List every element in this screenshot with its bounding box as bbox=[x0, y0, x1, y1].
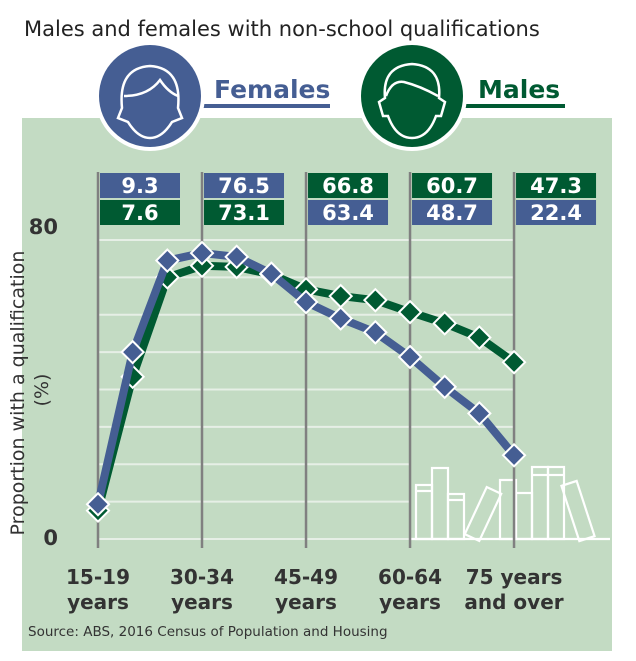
data-point-females bbox=[293, 289, 319, 315]
data-label-box bbox=[412, 200, 493, 225]
data-labels: 9.3 7.6 76.5 73.1 66.8 63.4 60.7 48.7 47.3 22.4 bbox=[100, 173, 597, 225]
x-tick-label: 75 years bbox=[466, 565, 563, 589]
data-label: 66.8 bbox=[322, 174, 374, 198]
data-label-box bbox=[516, 173, 597, 198]
data-label: 22.4 bbox=[530, 201, 582, 225]
data-label-box bbox=[100, 173, 180, 198]
data-label: 9.3 bbox=[121, 174, 158, 198]
y-tick-80: 80 bbox=[29, 215, 58, 239]
data-point-males bbox=[189, 253, 215, 279]
data-point-females bbox=[466, 401, 492, 426]
data-label-box bbox=[204, 173, 285, 198]
legend-males-label: Males bbox=[478, 75, 560, 104]
y-axis-label-line1: Proportion with a qualification bbox=[7, 251, 29, 536]
data-label: 7.6 bbox=[121, 201, 158, 225]
data-label: 60.7 bbox=[426, 174, 478, 198]
data-point-males bbox=[466, 325, 492, 350]
y-tick-0: 0 bbox=[43, 526, 58, 550]
books-icon bbox=[410, 465, 610, 543]
y-axis-label-line2: (%) bbox=[31, 374, 53, 407]
data-label-box bbox=[412, 173, 493, 198]
data-point-females bbox=[432, 374, 458, 400]
data-point-males bbox=[362, 287, 388, 313]
data-label-box bbox=[100, 200, 180, 225]
male-face-icon bbox=[377, 62, 447, 140]
legend-males: Males bbox=[357, 41, 565, 151]
data-label-box bbox=[516, 200, 597, 225]
data-point-females bbox=[362, 319, 388, 345]
data-point-males bbox=[501, 349, 527, 375]
data-label-box bbox=[308, 200, 389, 225]
x-tick-label: 45-49 bbox=[274, 565, 338, 589]
data-label: 48.7 bbox=[426, 201, 478, 225]
data-point-females bbox=[224, 244, 250, 270]
data-point-females bbox=[397, 344, 423, 370]
data-label: 76.5 bbox=[218, 174, 270, 198]
data-label: 47.3 bbox=[530, 174, 582, 198]
x-tick-label: and over bbox=[464, 590, 563, 614]
x-tick-label: years bbox=[275, 590, 337, 614]
x-tick-label: years bbox=[171, 590, 233, 614]
data-point-females bbox=[189, 240, 215, 266]
legend-females-label: Females bbox=[214, 75, 330, 104]
data-point-females bbox=[328, 306, 354, 331]
data-point-females bbox=[85, 491, 111, 517]
data-point-females bbox=[120, 339, 146, 365]
chart-title: Males and females with non-school qualif… bbox=[24, 17, 540, 41]
x-tick-label: years bbox=[379, 590, 441, 614]
x-tick-label: 60-64 bbox=[378, 565, 442, 589]
data-label: 73.1 bbox=[218, 201, 270, 225]
data-label-box bbox=[308, 173, 389, 198]
legend-females: Females bbox=[95, 41, 330, 151]
x-tick-label: 30-34 bbox=[170, 565, 234, 589]
data-point-females bbox=[258, 261, 284, 287]
x-tick-label: years bbox=[67, 590, 129, 614]
y-axis-label: Proportion with a qualification (%) bbox=[7, 245, 53, 536]
data-point-females bbox=[154, 248, 180, 273]
data-label: 63.4 bbox=[322, 201, 374, 225]
data-label-box bbox=[204, 200, 285, 225]
data-point-females bbox=[501, 442, 527, 468]
series bbox=[85, 240, 527, 524]
source-note: Source: ABS, 2016 Census of Population a… bbox=[28, 624, 388, 640]
data-point-males bbox=[432, 310, 458, 336]
x-axis-labels: 15-19years30-34years45-49years60-64years… bbox=[66, 565, 564, 614]
x-tick-label: 15-19 bbox=[66, 565, 130, 589]
female-face-icon bbox=[116, 64, 184, 140]
data-point-males bbox=[397, 299, 423, 325]
